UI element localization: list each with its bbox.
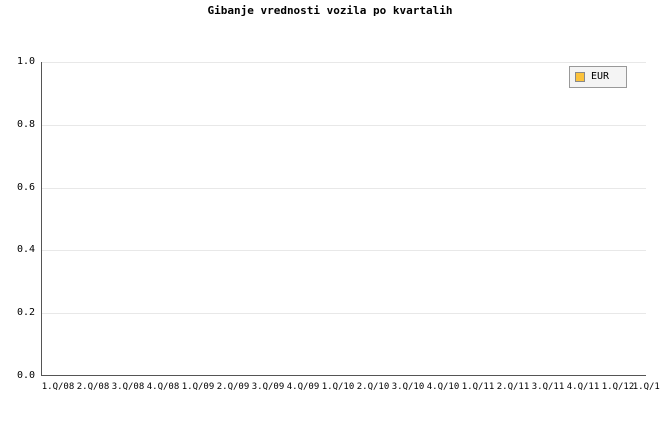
x-tick-label-8: 1.Q/10 — [321, 382, 355, 392]
gridline-0.6 — [42, 187, 646, 189]
y-tick-label-1.0: 1.0 — [16, 56, 35, 67]
x-tick-label-9: 2.Q/10 — [356, 382, 390, 392]
y-tick-label-0.6: 0.6 — [16, 182, 35, 193]
chart-legend[interactable]: EUR — [569, 66, 627, 88]
x-tick-label-16: 1.Q/12 — [601, 382, 635, 392]
y-tick-label-0.4: 0.4 — [16, 244, 35, 255]
gridline-0.2 — [42, 313, 646, 315]
x-tick-label-13: 2.Q/11 — [496, 382, 530, 392]
x-tick-label-7: 4.Q/09 — [286, 382, 320, 392]
x-tick-label-1: 2.Q/08 — [76, 382, 110, 392]
y-tick-label-0.8: 0.8 — [16, 119, 35, 130]
gridline-top — [42, 62, 646, 63]
x-tick-label-3: 4.Q/08 — [146, 382, 180, 392]
x-axis-labels: 1.Q/08 2.Q/08 3.Q/08 4.Q/08 1.Q/09 2.Q/0… — [41, 382, 660, 402]
gridline-0.4 — [42, 250, 646, 252]
y-tick-label-0.0: 0.0 — [16, 370, 35, 381]
x-tick-label-0: 1.Q/08 — [41, 382, 75, 392]
x-tick-label-17: 1.Q/12 — [632, 382, 660, 392]
x-tick-label-11: 4.Q/10 — [426, 382, 460, 392]
y-tick-label-0.2: 0.2 — [16, 307, 35, 318]
x-tick-label-6: 3.Q/09 — [251, 382, 285, 392]
x-tick-label-4: 1.Q/09 — [181, 382, 215, 392]
plot-area — [41, 62, 646, 376]
x-tick-label-10: 3.Q/10 — [391, 382, 425, 392]
chart-title: Gibanje vrednosti vozila po kvartalih — [207, 4, 453, 17]
legend-swatch-eur — [575, 72, 585, 82]
x-tick-label-2: 3.Q/08 — [111, 382, 145, 392]
legend-label-eur: EUR — [591, 71, 610, 82]
gridline-0.8 — [42, 124, 646, 126]
x-tick-label-12: 1.Q/11 — [461, 382, 495, 392]
x-tick-label-15: 4.Q/11 — [566, 382, 600, 392]
x-tick-label-5: 2.Q/09 — [216, 382, 250, 392]
x-tick-label-14: 3.Q/11 — [531, 382, 565, 392]
